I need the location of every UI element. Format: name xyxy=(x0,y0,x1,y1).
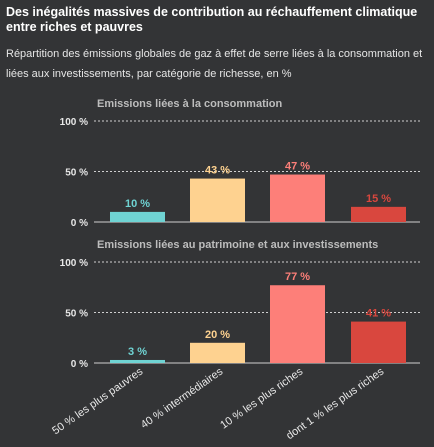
bar xyxy=(190,178,245,222)
bar xyxy=(270,285,325,363)
data-label: 41 % xyxy=(366,308,391,320)
chart-title: Des inégalités massives de contribution … xyxy=(6,5,418,34)
y-tick-label: 0 % xyxy=(71,218,88,229)
category-label: 50 % les plus pauvres xyxy=(50,365,145,437)
y-tick-label: 50 % xyxy=(65,309,88,320)
chart-subtitle: Répartition des émissions globales de ga… xyxy=(6,48,423,80)
y-tick-label: 100 % xyxy=(60,117,88,128)
bar xyxy=(110,211,165,222)
data-label: 15 % xyxy=(366,193,391,205)
bar xyxy=(351,321,406,363)
y-tick-label: 50 % xyxy=(65,168,88,179)
y-tick-label: 0 % xyxy=(71,359,88,370)
y-tick-label: 100 % xyxy=(60,258,88,269)
bar xyxy=(351,206,406,222)
data-label: 47 % xyxy=(285,161,310,173)
bar xyxy=(110,359,165,363)
panel-title-0: Emissions liées à la consommation xyxy=(97,98,283,110)
data-label: 77 % xyxy=(285,271,310,283)
category-label: 10 % les plus riches xyxy=(218,365,305,431)
data-label: 3 % xyxy=(128,346,147,358)
data-label: 20 % xyxy=(205,329,230,341)
bar xyxy=(190,342,245,363)
data-label: 10 % xyxy=(125,198,150,210)
panel-title-1: Emissions liées au patrimoine et aux inv… xyxy=(97,239,378,251)
data-label: 43 % xyxy=(205,165,230,177)
bar xyxy=(270,174,325,222)
category-label: 40 % intermédiaires xyxy=(139,365,226,431)
